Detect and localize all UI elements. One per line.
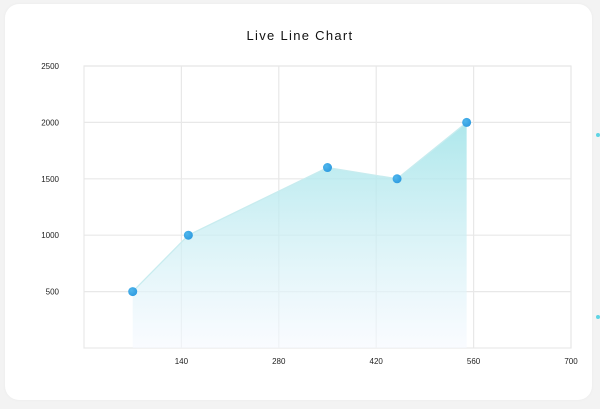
y-tick-label: 1000: [41, 231, 59, 240]
data-point[interactable]: [128, 287, 138, 297]
x-tick-label: 420: [370, 357, 384, 366]
y-tick-label: 2500: [41, 62, 59, 71]
x-tick-label: 560: [467, 357, 481, 366]
edge-indicator-dot: [596, 315, 600, 319]
x-tick-label: 700: [564, 357, 578, 366]
edge-indicator-dot: [596, 133, 600, 137]
y-tick-label: 500: [46, 288, 60, 297]
chart-title: Live Line Chart: [246, 28, 354, 43]
data-point[interactable]: [392, 174, 402, 184]
data-point[interactable]: [323, 163, 332, 173]
x-tick-label: 140: [175, 357, 189, 366]
y-tick-label: 2000: [41, 118, 59, 127]
x-tick-label: 280: [272, 357, 286, 366]
area-fill: [132, 122, 467, 349]
data-point[interactable]: [183, 230, 193, 240]
data-point[interactable]: [462, 117, 472, 127]
y-tick-label: 1500: [41, 175, 59, 184]
